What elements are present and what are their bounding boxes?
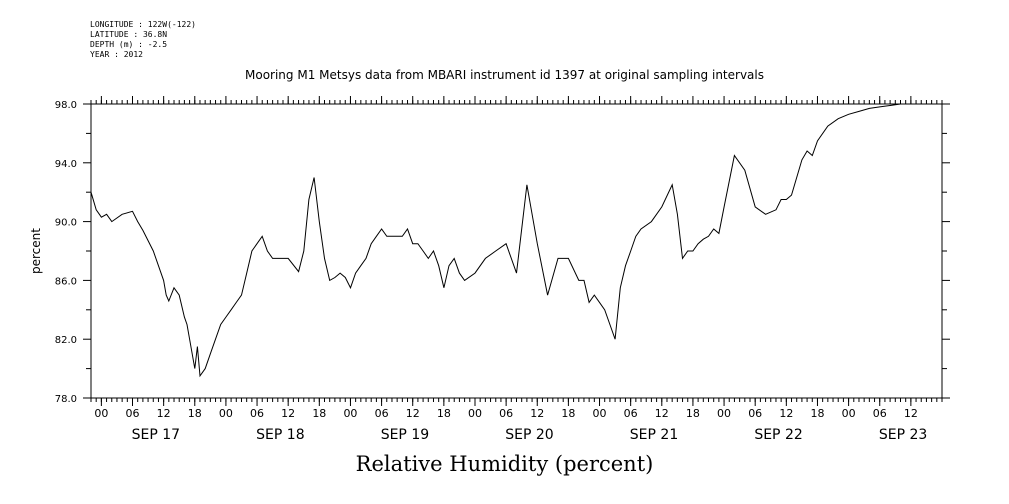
x-hour-label: 06 [250,407,264,420]
x-hour-label: 18 [312,407,326,420]
metadata-block: LONGITUDE : 122W(-122) LATITUDE : 36.8N … [90,20,196,60]
x-day-label: SEP 23 [879,427,927,443]
x-hour-label: 06 [126,407,140,420]
y-tick-label: 86.0 [55,276,77,287]
x-hour-label: 00 [94,407,108,420]
x-hour-label: 18 [810,407,824,420]
x-day-label: SEP 20 [505,427,553,443]
y-tick-label: 78.0 [55,394,77,405]
x-hour-label: 12 [904,407,918,420]
x-hour-label: 18 [561,407,575,420]
x-day-label: SEP 18 [256,427,304,443]
y-tick-label: 94.0 [55,159,77,170]
y-axis-label: percent [29,228,43,274]
x-hour-label: 00 [219,407,233,420]
x-hour-label: 12 [281,407,295,420]
x-day-label: SEP 21 [630,427,678,443]
meta-latitude: LATITUDE : 36.8N [90,30,168,39]
x-hour-label: 18 [188,407,202,420]
meta-longitude: LONGITUDE : 122W(-122) [90,20,196,29]
meta-year: YEAR : 2012 [90,50,143,59]
x-hour-label: 12 [530,407,544,420]
x-day-label: SEP 19 [381,427,429,443]
x-hour-label: 06 [624,407,638,420]
x-axis-label: Relative Humidity (percent) [355,452,654,476]
x-day-label: SEP 17 [132,427,180,443]
x-hour-label: 06 [748,407,762,420]
x-hour-label: 12 [779,407,793,420]
x-hour-label: 18 [437,407,451,420]
x-day-label: SEP 22 [754,427,802,443]
x-hour-label: 06 [873,407,887,420]
x-hour-label: 00 [343,407,357,420]
x-hour-label: 00 [593,407,607,420]
y-tick-label: 82.0 [55,335,77,346]
y-tick-label: 90.0 [55,218,77,229]
x-hour-label: 12 [406,407,420,420]
y-tick-label: 98.0 [55,100,77,111]
x-hour-label: 06 [499,407,513,420]
meta-depth: DEPTH (m) : -2.5 [90,40,168,49]
x-hour-label: 06 [375,407,389,420]
x-hour-label: 12 [655,407,669,420]
x-hour-label: 00 [717,407,731,420]
chart-title: Mooring M1 Metsys data from MBARI instru… [245,68,764,82]
series-line-0 [90,103,911,378]
plot-frame [90,103,943,399]
x-hour-label: 18 [686,407,700,420]
x-hour-label: 00 [842,407,856,420]
x-hour-label: 00 [468,407,482,420]
x-hour-label: 12 [157,407,171,420]
